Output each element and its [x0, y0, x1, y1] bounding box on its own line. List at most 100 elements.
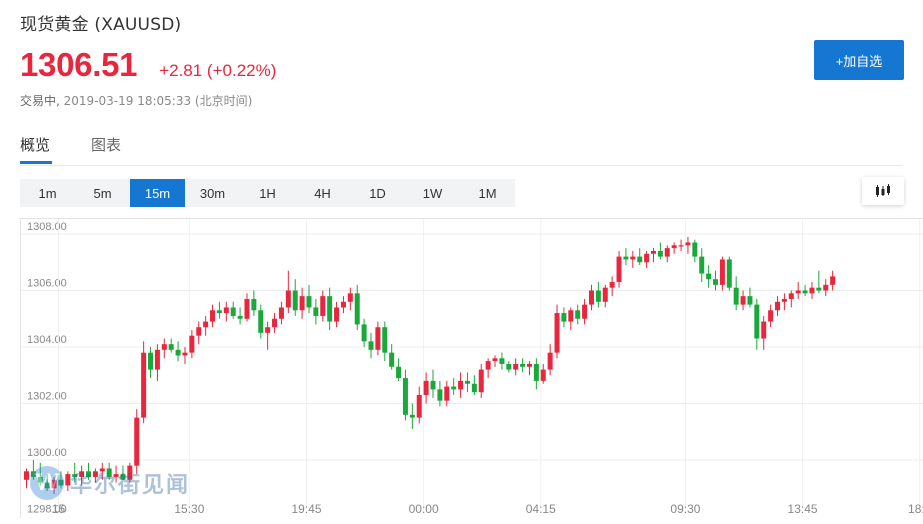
candle-body — [547, 352, 553, 370]
page-title: 现货黄金 (XAUUSD) — [20, 15, 182, 35]
candle-body — [747, 296, 753, 305]
candle-body — [389, 352, 395, 367]
watermark-logo-icon: W — [30, 466, 64, 500]
candle-body — [609, 282, 615, 288]
y-tick-label: 1304.00 — [27, 334, 67, 346]
y-tick-label: 1298.00 — [27, 504, 67, 516]
candle-body — [265, 327, 271, 333]
tab-chart[interactable]: 图表 — [91, 136, 122, 154]
candle-body — [237, 315, 243, 319]
candle-body — [161, 344, 167, 350]
candle-body — [168, 344, 174, 350]
candle-body — [65, 474, 71, 486]
candle-body — [278, 307, 284, 319]
candle-body — [24, 471, 29, 480]
candle-body — [713, 279, 718, 285]
x-tick-label: 13:45 — [788, 502, 818, 516]
candle-body — [347, 293, 353, 302]
candle-body — [451, 386, 457, 390]
candle-body — [251, 298, 257, 311]
candle-body — [623, 256, 629, 260]
candle-body — [106, 468, 112, 477]
candle-body — [244, 298, 250, 319]
candle-body — [223, 307, 229, 314]
candle-body — [602, 287, 608, 302]
candle-body — [86, 471, 92, 477]
candle-body — [588, 290, 594, 305]
candlestick-chart: 1300.00 1302.00 1304.00 1306.00 1308.00 1298.… — [21, 219, 923, 516]
candle-body — [203, 321, 209, 328]
candle-body — [30, 471, 36, 477]
candle-body — [533, 363, 539, 381]
candle-body — [444, 386, 450, 401]
candle-body — [513, 363, 519, 370]
candle-body — [678, 245, 684, 247]
candle-body — [58, 479, 64, 486]
status-label: 交易中, — [20, 94, 60, 108]
candle-body — [657, 250, 663, 257]
candle-body — [368, 341, 374, 350]
candle-body — [120, 474, 126, 480]
candle-body — [685, 242, 691, 246]
candle-body — [154, 349, 160, 370]
candle-body — [361, 324, 367, 342]
period-5m[interactable]: 5m — [93, 185, 112, 201]
price-chart[interactable]: 1300.00 1302.00 1304.00 1306.00 1308.00 1298.… — [20, 218, 923, 518]
period-1mo[interactable]: 1M — [478, 185, 497, 201]
candle-body — [272, 318, 278, 328]
candle-body — [37, 476, 43, 483]
candle-body — [134, 417, 140, 466]
y-tick-label: 1302.00 — [27, 391, 67, 403]
candle-body — [740, 296, 746, 305]
candle-body — [141, 352, 147, 418]
period-1w[interactable]: 1W — [422, 185, 443, 201]
candle-body — [175, 349, 181, 356]
candle-body — [354, 293, 360, 325]
tab-overview[interactable]: 概览 — [20, 136, 51, 154]
x-tick-label: 09:30 — [670, 502, 700, 516]
candle-body — [823, 284, 829, 291]
last-price: 1306.51 — [20, 46, 138, 83]
candle-body — [754, 304, 760, 339]
timestamp: 2019-03-19 18:05:33 (北京时间) — [63, 94, 253, 108]
candle-body — [306, 296, 312, 308]
candle-body — [768, 310, 774, 322]
candle-body — [499, 358, 505, 364]
period-1m[interactable]: 1m — [38, 185, 57, 201]
candle-body — [699, 256, 705, 274]
candle-body — [616, 256, 622, 283]
candle-body — [92, 471, 98, 477]
candle-body — [382, 327, 388, 353]
add-to-watchlist-button[interactable]: +加自选 — [814, 40, 904, 80]
candle-body — [340, 301, 346, 308]
candle-body — [464, 380, 470, 384]
chart-type-button[interactable] — [862, 177, 904, 205]
candle-body — [726, 259, 732, 288]
candle-body — [437, 389, 443, 401]
candle-body — [816, 287, 822, 291]
candle-body — [458, 380, 464, 390]
candle-body — [692, 242, 698, 257]
period-1h[interactable]: 1H — [259, 185, 276, 201]
candle-body — [650, 250, 656, 254]
candle-body — [430, 380, 436, 390]
x-tick-label: 15:30 — [174, 502, 204, 516]
period-4h[interactable]: 4H — [314, 185, 331, 201]
candle-body — [182, 352, 188, 356]
candle-body — [416, 395, 422, 418]
period-30m[interactable]: 30m — [199, 185, 226, 201]
candle-body — [554, 313, 560, 353]
watermark: W 华尔街见闻 — [30, 466, 190, 500]
candle-body — [719, 259, 725, 285]
candle-body — [595, 290, 601, 302]
candle-body — [733, 287, 739, 305]
candle-body — [402, 378, 408, 415]
candle-body — [409, 414, 415, 418]
period-15m[interactable]: 15m — [130, 179, 185, 207]
x-tick-label: 15 — [52, 502, 66, 516]
candle-body — [258, 310, 264, 333]
candle-body — [706, 273, 712, 280]
candle-body — [423, 380, 429, 396]
period-1d[interactable]: 1D — [369, 185, 386, 201]
candle-body — [781, 298, 787, 302]
